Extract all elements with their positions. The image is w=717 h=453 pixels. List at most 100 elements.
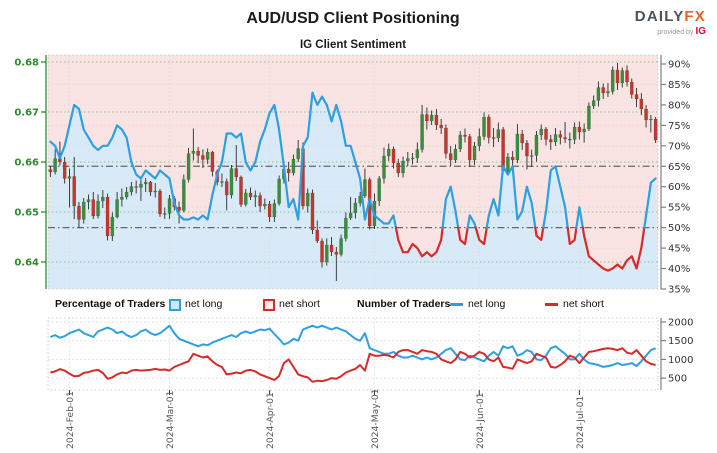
candle-down xyxy=(329,244,334,253)
count-tick-label: 2000 xyxy=(668,318,693,329)
candle-down xyxy=(234,168,239,178)
pct-tick-label: 50% xyxy=(668,223,690,234)
net-long-pct-swatch-icon xyxy=(169,299,181,311)
candle-up xyxy=(477,136,482,147)
candle-down xyxy=(267,203,272,218)
candle-up xyxy=(620,70,625,84)
candle-down xyxy=(315,229,320,242)
price-tick-label: 0.67 xyxy=(14,108,39,119)
candle-down xyxy=(158,190,162,215)
candle-down xyxy=(239,176,243,205)
candle-down xyxy=(77,205,81,220)
candle-up xyxy=(277,178,281,204)
candle-down xyxy=(634,94,639,100)
candle-down xyxy=(544,128,548,140)
candle-down xyxy=(639,98,644,110)
candle-down xyxy=(510,156,515,161)
candle-down xyxy=(391,148,396,164)
candle-down xyxy=(48,169,53,173)
candle-up xyxy=(353,202,358,214)
candle-up xyxy=(324,244,329,263)
candle-up xyxy=(124,191,129,198)
candle-up xyxy=(129,186,134,193)
logo-daily-text: DAILY xyxy=(634,8,685,25)
candle-down xyxy=(644,108,648,121)
candle-up xyxy=(572,126,577,140)
chart-subtitle: IG Client Sentiment xyxy=(299,39,407,51)
candle-up xyxy=(153,190,158,193)
candle-up xyxy=(220,181,224,183)
candle-down xyxy=(148,181,153,193)
pct-tick-label: 70% xyxy=(668,141,690,152)
candle-up xyxy=(539,128,544,136)
candle-up xyxy=(186,153,191,180)
count-plot-border xyxy=(47,317,659,391)
candle-up xyxy=(382,155,386,179)
candle-up xyxy=(401,160,405,174)
candle-up xyxy=(610,69,615,92)
candle-down xyxy=(448,153,453,161)
candle-down xyxy=(625,70,629,83)
provided-by-line: provided by IG xyxy=(635,27,706,37)
candle-up xyxy=(162,213,167,215)
pct-tick-label: 80% xyxy=(668,100,690,111)
main-plot-border xyxy=(47,54,659,290)
date-axis: 2024-Feb-01 2024-Mar-01 2024-Apr-01 2024-Ma… xyxy=(65,388,586,449)
candle-up xyxy=(120,196,124,200)
net-long-count-line xyxy=(50,324,656,368)
candle-up xyxy=(453,148,458,161)
provided-by-text: provided by xyxy=(657,29,694,36)
pct-tick-label: 35% xyxy=(668,285,690,296)
candle-down xyxy=(525,142,529,157)
count-tick-label: 1000 xyxy=(668,355,693,366)
trader-count-chart: 500 1000 1500 2000 xyxy=(47,317,693,391)
candle-down xyxy=(558,134,563,138)
pct-tick-label: 60% xyxy=(668,182,690,193)
candle-up xyxy=(472,145,477,161)
candle-up xyxy=(386,148,391,157)
candle-down xyxy=(425,114,429,122)
candle-down xyxy=(396,162,401,174)
candle-up xyxy=(420,114,424,150)
candle-up xyxy=(263,203,267,207)
candle-up xyxy=(139,183,143,188)
candle-down xyxy=(286,168,291,174)
candle-up xyxy=(482,116,486,137)
candle-up xyxy=(429,114,434,122)
legend-pct-title: Percentage of Traders xyxy=(55,298,166,310)
candle-down xyxy=(463,134,467,137)
candle-up xyxy=(143,181,148,185)
main-axes: 0.64 0.65 0.66 0.67 0.68 35% 40% 45% 50% 55% 60% 65… xyxy=(14,55,690,296)
candle-down xyxy=(548,139,553,143)
candle-up xyxy=(606,91,610,94)
candle-down xyxy=(577,126,582,133)
candle-up xyxy=(506,156,510,172)
candle-down xyxy=(629,81,634,95)
legend-num-net-short-label: net short xyxy=(563,298,604,310)
candle-up xyxy=(582,128,586,133)
candle-down xyxy=(72,176,77,207)
pct-tick-label: 55% xyxy=(668,203,690,214)
candle-up xyxy=(86,199,91,203)
date-tick-label: 2024-Apr-01 xyxy=(265,392,276,449)
candle-down xyxy=(310,192,315,231)
candle-up xyxy=(534,134,539,156)
legend-num-net-long-label: net long xyxy=(468,298,506,310)
candle-down xyxy=(62,161,67,179)
dailyfx-wordmark: DAILYFX xyxy=(635,9,706,24)
candle-up xyxy=(243,192,248,205)
legend-pct-net-short-label: net short xyxy=(279,298,320,310)
net-long-pct-line xyxy=(49,91,657,272)
net-short-count-line xyxy=(50,347,656,383)
candle-up xyxy=(596,87,601,101)
candle-up xyxy=(529,155,534,157)
candle-up xyxy=(377,178,382,202)
candle-up xyxy=(363,179,367,197)
candle-down xyxy=(91,199,96,217)
date-tick-label: 2024-Feb-01 xyxy=(65,391,76,449)
price-tick-label: 0.68 xyxy=(14,58,39,69)
candle-up xyxy=(591,100,596,107)
candle-down xyxy=(487,116,491,138)
candle-down xyxy=(224,181,229,196)
